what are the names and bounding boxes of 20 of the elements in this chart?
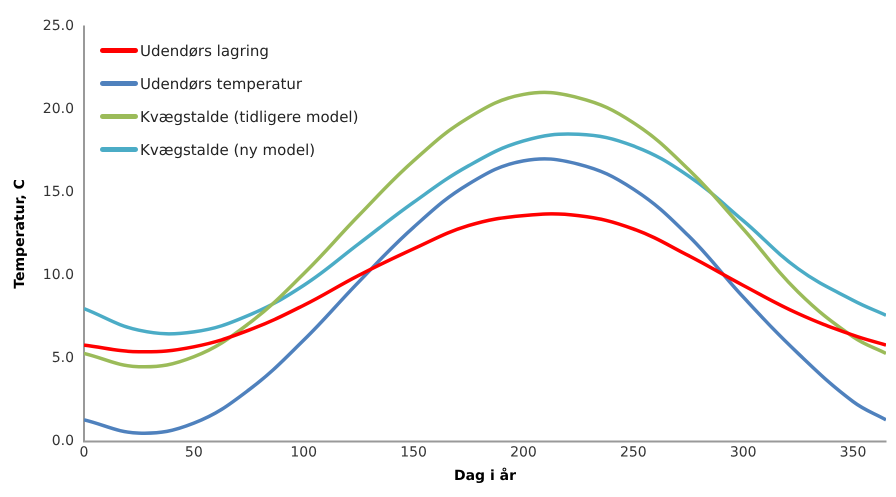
legend-label: Udendørs temperatur bbox=[140, 74, 302, 92]
y-tick-label: 20.0 bbox=[42, 101, 74, 118]
y-tick-label: 5.0 bbox=[52, 350, 74, 366]
y-tick-label: 0.0 bbox=[52, 433, 74, 450]
x-tick-label: 150 bbox=[400, 444, 427, 460]
legend-label: Kvægstalde (tidligere model) bbox=[140, 108, 358, 126]
x-tick-label: 200 bbox=[510, 444, 537, 460]
x-tick-label: 300 bbox=[730, 444, 757, 460]
x-tick-label: 50 bbox=[184, 444, 203, 460]
x-axis-title: Dag i år bbox=[454, 467, 516, 484]
x-tick-label: 350 bbox=[840, 444, 866, 460]
x-tick-label: 250 bbox=[620, 444, 647, 460]
x-tick-label: 100 bbox=[290, 444, 318, 460]
x-tick-label: 0 bbox=[80, 444, 88, 460]
y-tick-label: 15.0 bbox=[42, 184, 74, 200]
y-tick-label: 25.0 bbox=[42, 18, 74, 34]
legend-label: Kvægstalde (ny model) bbox=[140, 140, 316, 158]
y-tick-label: 10.0 bbox=[42, 267, 74, 284]
legend-label: Udendørs lagring bbox=[140, 42, 269, 60]
y-axis-title: Temperatur, C bbox=[12, 179, 28, 289]
